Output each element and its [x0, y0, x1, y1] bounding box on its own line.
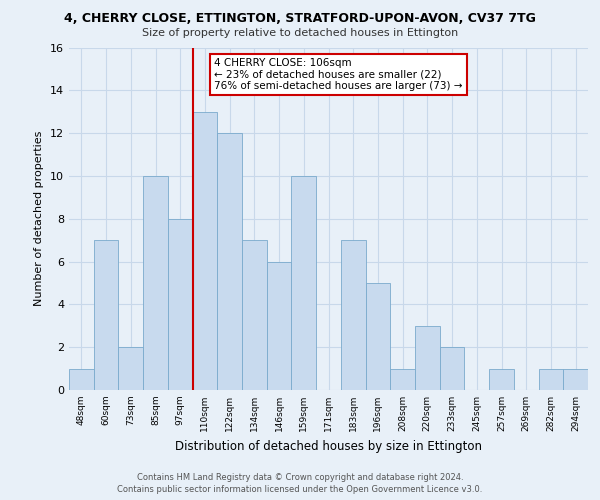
- Bar: [217, 133, 242, 390]
- Bar: [365, 283, 390, 390]
- Bar: [193, 112, 217, 390]
- Bar: [390, 368, 415, 390]
- Bar: [242, 240, 267, 390]
- Bar: [94, 240, 118, 390]
- Bar: [292, 176, 316, 390]
- Bar: [440, 347, 464, 390]
- Text: Contains public sector information licensed under the Open Government Licence v3: Contains public sector information licen…: [118, 485, 482, 494]
- Text: 4, CHERRY CLOSE, ETTINGTON, STRATFORD-UPON-AVON, CV37 7TG: 4, CHERRY CLOSE, ETTINGTON, STRATFORD-UP…: [64, 12, 536, 26]
- Text: Contains HM Land Registry data © Crown copyright and database right 2024.: Contains HM Land Registry data © Crown c…: [137, 472, 463, 482]
- Bar: [563, 368, 588, 390]
- Bar: [267, 262, 292, 390]
- Text: Size of property relative to detached houses in Ettington: Size of property relative to detached ho…: [142, 28, 458, 38]
- Bar: [168, 219, 193, 390]
- Bar: [539, 368, 563, 390]
- Bar: [341, 240, 365, 390]
- X-axis label: Distribution of detached houses by size in Ettington: Distribution of detached houses by size …: [175, 440, 482, 452]
- Y-axis label: Number of detached properties: Number of detached properties: [34, 131, 44, 306]
- Bar: [118, 347, 143, 390]
- Bar: [143, 176, 168, 390]
- Bar: [69, 368, 94, 390]
- Bar: [489, 368, 514, 390]
- Bar: [415, 326, 440, 390]
- Text: 4 CHERRY CLOSE: 106sqm
← 23% of detached houses are smaller (22)
76% of semi-det: 4 CHERRY CLOSE: 106sqm ← 23% of detached…: [214, 58, 463, 91]
